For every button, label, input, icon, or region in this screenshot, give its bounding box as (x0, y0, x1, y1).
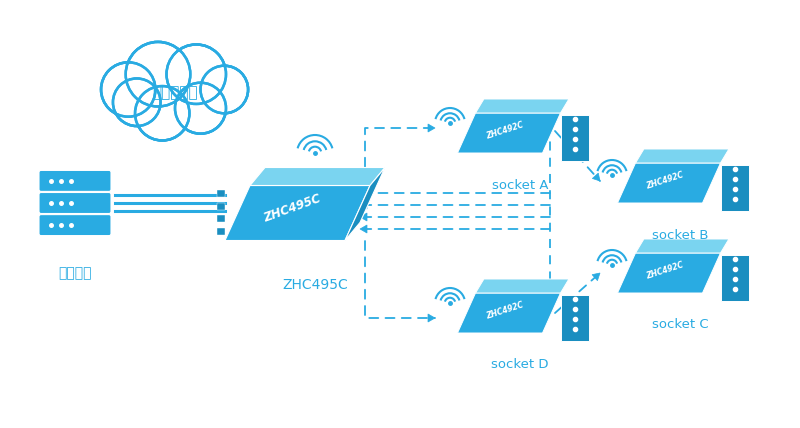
Bar (217, 190, 225, 197)
Circle shape (126, 42, 190, 107)
Polygon shape (721, 165, 749, 211)
Circle shape (115, 80, 158, 124)
Circle shape (128, 45, 188, 104)
Text: socket A: socket A (492, 178, 548, 191)
Circle shape (113, 78, 161, 126)
Text: ZHC495C: ZHC495C (282, 278, 348, 292)
Polygon shape (428, 314, 435, 322)
Ellipse shape (115, 70, 234, 117)
Text: ZHC492C: ZHC492C (646, 171, 686, 191)
Circle shape (175, 83, 226, 134)
Bar (217, 215, 225, 222)
Polygon shape (458, 113, 561, 153)
Circle shape (103, 65, 154, 115)
Text: 客户服务器: 客户服务器 (152, 86, 198, 101)
Text: socket C: socket C (652, 318, 708, 332)
Polygon shape (618, 253, 721, 293)
Polygon shape (561, 115, 589, 161)
Text: socket B: socket B (652, 229, 708, 241)
Polygon shape (428, 124, 435, 132)
Text: ZHC492C: ZHC492C (486, 301, 526, 321)
Polygon shape (360, 213, 367, 221)
Polygon shape (475, 279, 569, 293)
FancyBboxPatch shape (39, 193, 111, 214)
Text: socket D: socket D (491, 359, 549, 372)
Polygon shape (721, 255, 749, 301)
Polygon shape (250, 167, 385, 185)
Circle shape (177, 85, 224, 132)
Polygon shape (635, 149, 729, 163)
Polygon shape (561, 295, 589, 341)
Polygon shape (618, 163, 721, 203)
Text: 串口设备: 串口设备 (58, 266, 92, 280)
Bar (107, 87, 243, 117)
FancyBboxPatch shape (39, 170, 111, 191)
Bar (217, 228, 225, 235)
Polygon shape (592, 173, 600, 181)
Circle shape (201, 66, 248, 113)
Circle shape (166, 45, 226, 104)
Circle shape (101, 62, 155, 117)
Circle shape (135, 86, 190, 140)
Polygon shape (592, 273, 600, 281)
Polygon shape (475, 99, 569, 113)
Polygon shape (345, 167, 385, 241)
Polygon shape (360, 201, 367, 209)
Text: ZHC495C: ZHC495C (262, 192, 323, 224)
Polygon shape (225, 185, 370, 241)
Polygon shape (360, 225, 367, 233)
Polygon shape (635, 239, 729, 253)
Polygon shape (458, 293, 561, 333)
Text: ZHC492C: ZHC492C (486, 121, 526, 141)
Bar (217, 202, 225, 210)
Circle shape (202, 68, 246, 111)
Circle shape (138, 88, 187, 138)
Text: ZHC492C: ZHC492C (646, 261, 686, 281)
FancyBboxPatch shape (39, 214, 111, 235)
Polygon shape (360, 189, 367, 197)
Circle shape (169, 47, 224, 101)
